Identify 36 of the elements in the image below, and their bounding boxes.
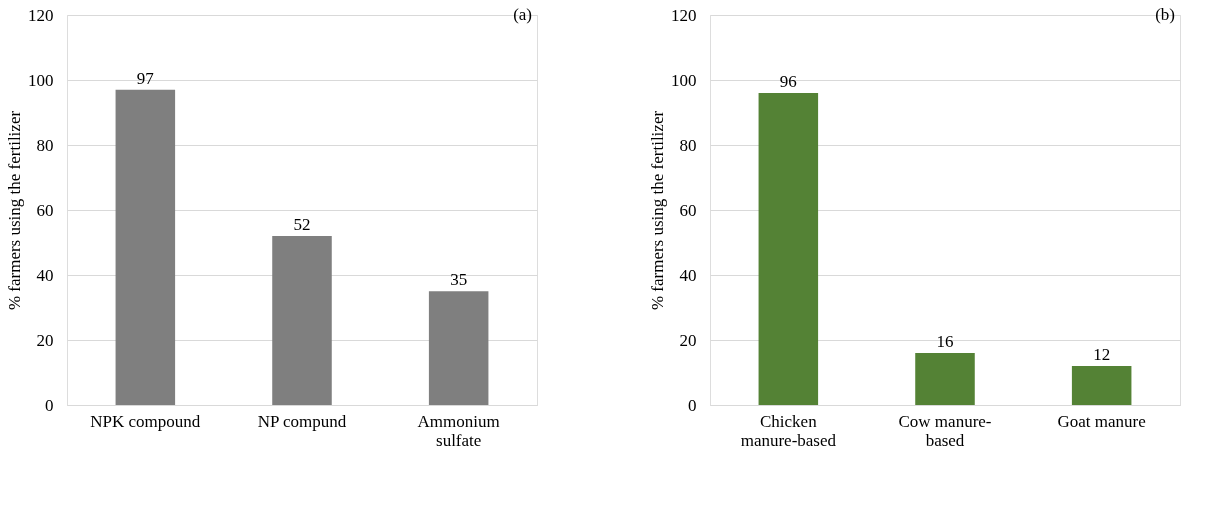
y-tick-label: 100: [671, 70, 697, 90]
bar: [272, 236, 332, 405]
data-label: 52: [293, 215, 311, 234]
y-tick-label: 60: [679, 200, 697, 220]
y-tick-label: 100: [28, 70, 54, 90]
x-tick-label: NP compund: [257, 411, 347, 431]
x-tick-label: Cow manure- based: [898, 411, 992, 450]
y-tick-label: 0: [45, 395, 54, 415]
bar: [428, 291, 489, 405]
x-tick-label: Goat manure: [1057, 411, 1146, 431]
x-tick-label: Ammonium sulfate: [417, 411, 500, 450]
y-tick-label: 40: [679, 265, 697, 285]
y-tick-label: 20: [679, 330, 697, 350]
x-tick-label: NPK compound: [90, 411, 201, 431]
data-label: 96: [779, 72, 797, 91]
bar: [115, 89, 176, 405]
data-label: 35: [450, 270, 468, 290]
bar: [758, 93, 819, 405]
y-axis-title: % farmers using the fertilizer: [648, 110, 667, 311]
y-tick-label: 120: [28, 5, 54, 25]
y-tick-label: 120: [671, 5, 697, 25]
data-label: 97: [136, 68, 155, 88]
data-label: 16: [936, 332, 954, 351]
y-tick-label: 80: [679, 135, 697, 155]
x-tick-label: Chicken manure-based: [740, 411, 837, 450]
annotation: (b): [1155, 5, 1175, 24]
y-tick-label: 40: [36, 265, 54, 285]
y-tick-label: 20: [36, 330, 54, 350]
y-tick-label: 0: [688, 395, 697, 415]
y-axis-title: % farmers using the fertilizer: [5, 110, 24, 311]
y-tick-label: 80: [36, 135, 54, 155]
y-tick-label: 60: [36, 200, 54, 220]
annotation: (a): [513, 5, 532, 24]
data-label: 12: [1093, 345, 1111, 364]
bar: [1071, 366, 1132, 405]
bar: [915, 353, 975, 405]
